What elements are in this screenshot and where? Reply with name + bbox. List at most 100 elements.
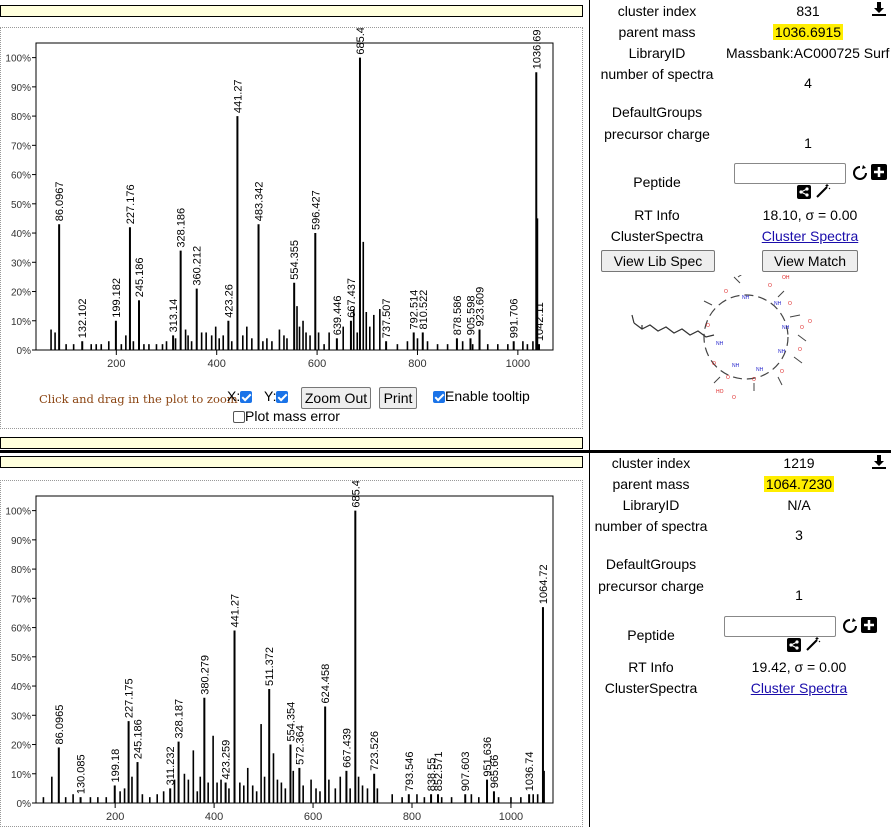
y-tick-label: 10% [11, 317, 31, 328]
peak-label: 199.18 [110, 749, 122, 783]
tooltip-label: Enable tooltip [445, 388, 530, 404]
svg-text:O: O [724, 289, 728, 295]
x-zoom-toggle[interactable]: X: [227, 388, 253, 404]
spectrum-chart[interactable]: 0% 10% 20% 30% 40% 50% 60% 70% 80% 90% 100% 200 400 6… [1, 28, 584, 380]
peak-label: 313.14 [168, 299, 180, 333]
svg-text:O: O [800, 325, 804, 331]
peak-label: 1036.69 [531, 29, 543, 69]
print-button[interactable]: Print [379, 387, 417, 409]
peptide-input[interactable] [734, 163, 846, 184]
svg-text:O: O [798, 347, 802, 353]
default-groups-label: DefaultGroups [611, 104, 703, 120]
rt-info-value-2: 19.42, σ = 0.00 [751, 659, 847, 675]
peptide-label-2: Peptide [627, 627, 675, 643]
precursor-charge-value: 1 [804, 135, 812, 151]
magic-wand-icon-2[interactable] [805, 636, 821, 657]
peak-label: 86.0967 [54, 182, 66, 222]
default-groups-label-2: DefaultGroups [605, 556, 697, 572]
num-spectra-label: number of spectra [600, 66, 714, 82]
cluster-spectra-link-2[interactable]: Cluster Spectra [750, 680, 848, 696]
y-tick-label: 90% [11, 536, 31, 547]
svg-text:OH: OH [782, 275, 790, 281]
svg-text:NH: NH [732, 363, 740, 369]
x-zoom-checkbox[interactable] [240, 391, 253, 404]
x-tick-label: 800 [408, 358, 426, 370]
zoom-hint: Click and drag in the plot to zoom [39, 392, 238, 406]
download-icon[interactable] [872, 2, 886, 21]
peak-label: 328.187 [174, 699, 186, 739]
peak-label: 667.439 [341, 728, 353, 768]
svg-text:HO: HO [716, 389, 724, 395]
mass-error-label: Plot mass error [245, 408, 340, 424]
peak-label: 792.514 [409, 290, 421, 330]
spectrum-chart-2[interactable]: 0% 10% 20% 30% 40% 50% 60% 70% 80% 90% 100% 200 400 6… [1, 481, 584, 826]
parent-mass-label: parent mass [618, 24, 696, 40]
peak-label: 838.55 [426, 758, 438, 792]
peak-label: 667.437 [346, 278, 358, 318]
view-match-button[interactable]: View Match [762, 250, 858, 272]
magic-wand-icon[interactable] [815, 183, 831, 204]
peak-label: 245.186 [133, 719, 145, 759]
peak-label: 1036.74 [524, 751, 536, 791]
y-tick-label: 50% [11, 200, 31, 211]
spectrum-footer-bar [0, 437, 583, 449]
peptide-input-2[interactable] [724, 616, 836, 637]
tooltip-checkbox[interactable] [433, 391, 445, 404]
spectrum-plot-area[interactable]: 0% 10% 20% 30% 40% 50% 60% 70% 80% 90% 100% 200 400 6… [0, 27, 583, 429]
peak-label: 723.526 [369, 731, 381, 771]
num-spectra-label-2: number of spectra [594, 518, 708, 534]
y-tick-label: 0% [17, 799, 32, 810]
plus-square-icon-2[interactable] [861, 617, 877, 638]
y-zoom-label: Y: [264, 388, 277, 404]
y-tick-label: 30% [11, 711, 31, 722]
rt-info-label: RT Info [634, 207, 680, 223]
cluster-index-value: 831 [796, 3, 820, 19]
svg-text:NH: NH [782, 325, 790, 331]
peak-label: 199.182 [111, 278, 123, 318]
y-tick-label: 80% [11, 565, 31, 576]
refresh-icon-2[interactable] [842, 618, 858, 639]
y-tick-label: 100% [5, 507, 31, 518]
parent-mass-value-2: 1064.7230 [724, 476, 874, 493]
y-tick-label: 100% [5, 54, 31, 65]
y-zoom-checkbox[interactable] [276, 391, 289, 404]
y-tick-label: 70% [11, 594, 31, 605]
mass-error-checkbox[interactable] [233, 411, 245, 424]
svg-text:O: O [706, 323, 710, 329]
peak-label: 685.44 [350, 481, 362, 508]
peak-label: 852.571 [433, 751, 445, 791]
peak-label: 878.586 [452, 296, 464, 336]
cluster-spectra-label: ClusterSpectra [610, 228, 704, 244]
spectrum-plot-area-2[interactable]: 0% 10% 20% 30% 40% 50% 60% 70% 80% 90% 100% 200 400 6… [0, 480, 583, 827]
library-id-value-2: N/A [787, 497, 811, 513]
peak-label: 624.458 [320, 664, 332, 704]
share-icon-2[interactable] [787, 638, 801, 657]
mass-error-toggle[interactable]: Plot mass error [233, 408, 340, 424]
plus-square-icon[interactable] [871, 164, 887, 185]
cluster-spectra-link[interactable]: Cluster Spectra [761, 228, 859, 244]
tooltip-toggle[interactable]: Enable tooltip [433, 388, 530, 404]
y-zoom-toggle[interactable]: Y: [264, 388, 289, 404]
precursor-charge-label: precursor charge [604, 126, 710, 142]
share-icon[interactable] [797, 185, 811, 204]
peak-label: 86.0965 [54, 705, 66, 745]
view-lib-spec-button[interactable]: View Lib Spec [601, 250, 715, 272]
cluster-index-value-2: 1219 [783, 455, 815, 471]
y-tick-label: 60% [11, 624, 31, 635]
parent-mass-highlight-2: 1064.7230 [763, 476, 835, 492]
peak-label: 511.372 [264, 647, 276, 686]
peak-label: 328.186 [176, 208, 188, 248]
download-icon-2[interactable] [872, 455, 886, 474]
peak-label: 572.364 [294, 725, 306, 765]
peak-label: 245.186 [134, 258, 146, 298]
panel-separator [0, 450, 891, 453]
svg-text:NH: NH [756, 367, 764, 373]
peak-label: 441.27 [230, 594, 242, 628]
svg-text:O: O [788, 301, 792, 307]
library-id-label-2: LibraryID [622, 497, 680, 513]
x-tick-label: 600 [308, 358, 326, 370]
zoom-out-button[interactable]: Zoom Out [301, 387, 371, 409]
refresh-icon[interactable] [852, 165, 868, 186]
peak-label: 423.259 [221, 740, 233, 780]
